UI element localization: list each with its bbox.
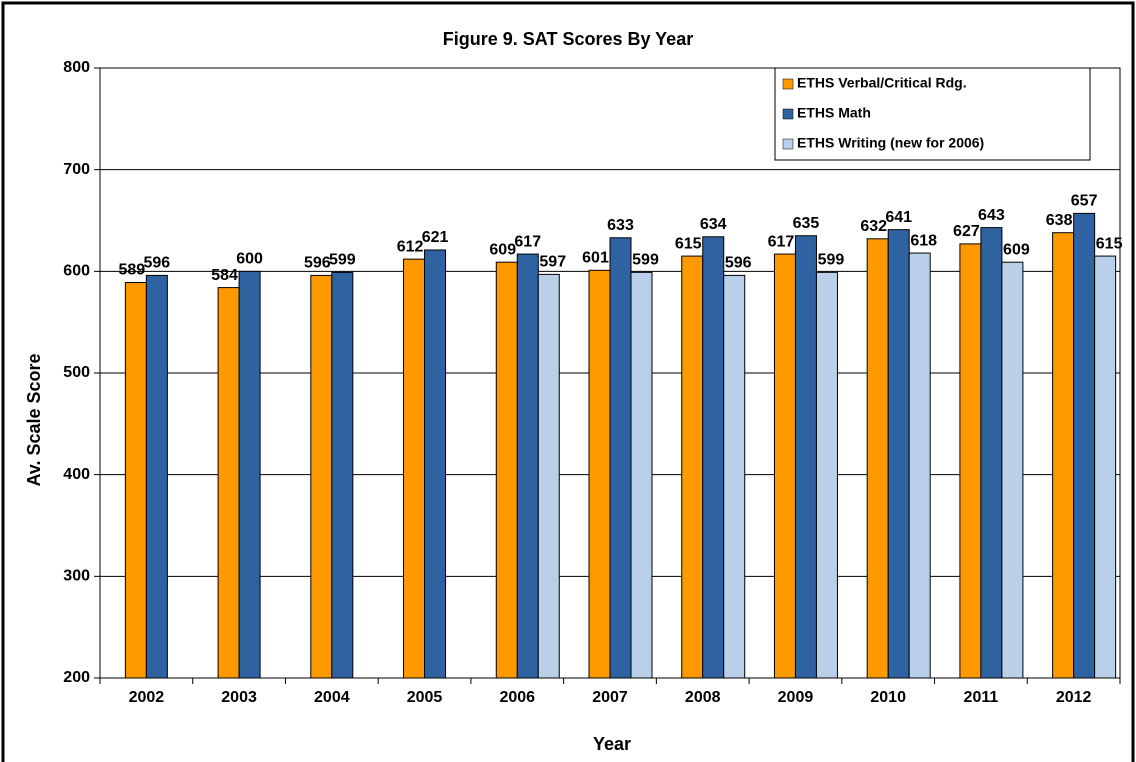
y-tick-label: 800: [63, 59, 90, 76]
bar: [516, 253, 539, 679]
data-label: 633: [607, 217, 634, 234]
y-tick-label: 200: [63, 669, 90, 686]
bar: [794, 235, 817, 679]
bar: [424, 249, 447, 679]
bar: [702, 236, 725, 679]
data-label: 634: [700, 216, 727, 233]
y-tick-label: 400: [63, 466, 90, 483]
bar: [681, 255, 704, 679]
legend: ETHS Verbal/Critical Rdg. ETHS Math ETHS W…: [774, 67, 1091, 161]
data-label: 599: [818, 252, 845, 269]
legend-label: ETHS Math: [797, 105, 871, 121]
bar: [537, 273, 560, 679]
x-tick-label: 2008: [685, 689, 721, 706]
x-tick-label: 2012: [1056, 689, 1092, 706]
legend-swatch: [782, 78, 794, 90]
x-tick-label: 2007: [592, 689, 628, 706]
bar: [980, 227, 1003, 679]
bar: [1001, 261, 1024, 679]
bar: [238, 270, 261, 679]
bar: [887, 229, 910, 679]
x-tick-label: 2006: [499, 689, 535, 706]
data-label: 584: [211, 267, 238, 284]
bar: [1052, 232, 1075, 679]
data-label: 601: [582, 250, 609, 267]
x-tick-label: 2005: [407, 689, 443, 706]
data-label: 638: [1046, 212, 1073, 229]
x-tick-label: 2002: [129, 689, 165, 706]
bar: [866, 238, 889, 679]
y-tick-label: 600: [63, 263, 90, 280]
bar: [331, 271, 354, 679]
chart-title: Figure 9. SAT Scores By Year: [443, 29, 693, 49]
data-label: 596: [304, 255, 331, 272]
bar: [908, 252, 931, 679]
data-label: 600: [236, 251, 263, 268]
x-tick-label: 2004: [314, 689, 350, 706]
data-label: 596: [144, 255, 171, 272]
data-label: 627: [953, 223, 980, 240]
legend-swatch: [782, 138, 794, 150]
bar: [609, 237, 632, 679]
bar: [588, 269, 611, 679]
data-label: 596: [725, 255, 752, 272]
data-label: 641: [885, 209, 912, 226]
bar: [310, 274, 333, 679]
legend-box: [774, 67, 1091, 161]
bar: [773, 253, 796, 679]
data-label: 621: [422, 229, 449, 246]
data-label: 609: [1003, 241, 1030, 258]
bar: [145, 274, 168, 679]
x-tick-label: 2011: [964, 689, 999, 706]
y-tick-label: 500: [63, 364, 90, 381]
data-label: 617: [768, 233, 795, 250]
bar: [495, 261, 518, 679]
bar: [124, 282, 147, 679]
data-label: 632: [860, 218, 887, 235]
data-label: 615: [675, 235, 702, 252]
data-label: 618: [910, 232, 937, 249]
bar: [403, 258, 426, 679]
y-axis-label: Av. Scale Score: [24, 353, 44, 486]
legend-label: ETHS Verbal/Critical Rdg.: [797, 75, 967, 91]
bar: [630, 271, 653, 679]
data-label: 617: [514, 233, 541, 250]
data-label: 599: [329, 252, 356, 269]
data-label: 597: [539, 254, 566, 271]
legend-label: ETHS Writing (new for 2006): [797, 135, 984, 151]
bar: [1094, 255, 1117, 679]
bar: [959, 243, 982, 679]
data-label: 635: [793, 215, 820, 232]
y-tick-label: 300: [63, 568, 90, 585]
legend-swatch: [782, 108, 794, 120]
data-label: 615: [1096, 235, 1123, 252]
data-label: 599: [632, 252, 659, 269]
bar: [723, 274, 746, 679]
data-label: 609: [489, 241, 516, 258]
x-tick-label: 2003: [221, 689, 257, 706]
x-tick-label: 2009: [778, 689, 814, 706]
data-label: 643: [978, 207, 1005, 224]
y-tick-label: 700: [63, 161, 90, 178]
data-label: 612: [397, 238, 424, 255]
data-label: 589: [119, 262, 146, 279]
bar: [815, 271, 838, 679]
x-tick-label: 2010: [870, 689, 906, 706]
x-axis-label: Year: [593, 734, 631, 754]
bar: [217, 287, 240, 679]
bar: [1073, 212, 1096, 679]
data-label: 657: [1071, 193, 1098, 210]
